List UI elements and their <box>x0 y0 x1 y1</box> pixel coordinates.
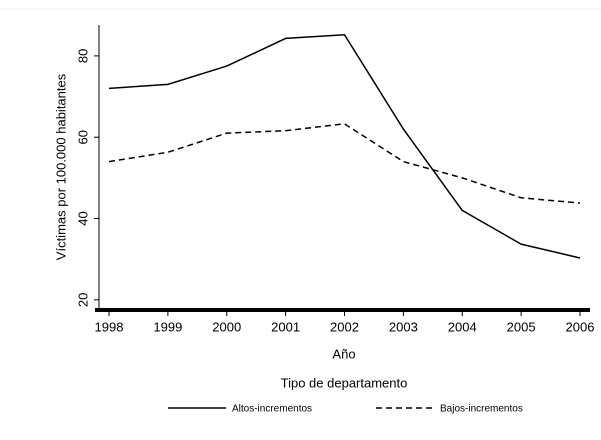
legend-title: Tipo de departamento <box>281 375 408 390</box>
x-axis-label: Año <box>332 346 355 361</box>
x-tick-label: 1998 <box>95 319 124 334</box>
y-tick-label: 20 <box>75 293 90 307</box>
x-tick-label: 2003 <box>389 319 418 334</box>
y-axis-label: Víctimas por 100.000 habitantes <box>53 73 68 260</box>
x-tick-label: 2000 <box>212 319 241 334</box>
legend-label: Altos-incrementos <box>232 404 312 415</box>
x-tick-label: 2001 <box>271 319 300 334</box>
line-series <box>108 33 581 259</box>
legend-label: Bajos-incrementos <box>440 404 523 415</box>
x-tick-label: 2006 <box>566 319 595 334</box>
x-tick-label: 2002 <box>330 319 359 334</box>
x-tick-label: 2005 <box>507 319 536 334</box>
x-tick-label: 1999 <box>153 319 182 334</box>
y-tick-label: 40 <box>75 211 90 225</box>
x-tick-label: 2004 <box>448 319 477 334</box>
y-tick-label: 80 <box>75 49 90 63</box>
line-series <box>108 123 581 204</box>
y-tick-label: 60 <box>75 130 90 144</box>
